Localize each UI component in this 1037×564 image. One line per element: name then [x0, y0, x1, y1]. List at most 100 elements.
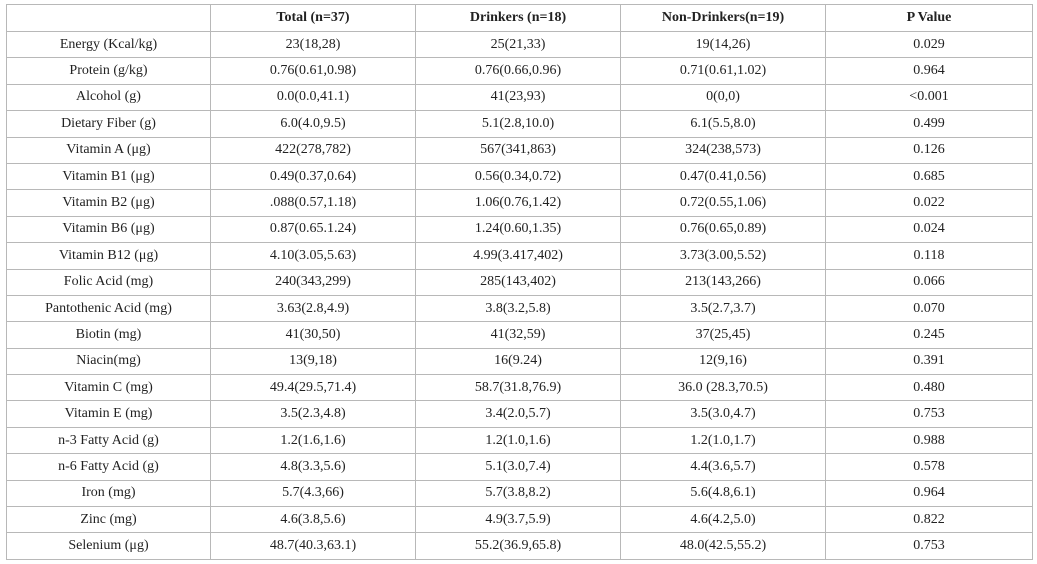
- table-row: Pantothenic Acid (mg) 3.63(2.8,4.9) 3.8(3.…: [6, 294, 1033, 323]
- table-row: Zinc (mg) 4.6(3.8,5.6) 4.9(3.7,5.9) 4.6(4.2…: [6, 506, 1033, 534]
- table-cell: 41(23,93): [415, 83, 621, 112]
- table-cell: 0.72(0.55,1.06): [620, 189, 826, 217]
- row-label: Vitamin E (mg): [6, 400, 211, 428]
- table-cell: 25(21,33): [415, 30, 621, 59]
- data-table: Total (n=37) Drinkers (n=18) Non-Drinker…: [6, 4, 1033, 560]
- header-cell: Drinkers (n=18): [415, 4, 621, 32]
- table-cell: 0.029: [825, 30, 1033, 59]
- table-row: n-6 Fatty Acid (g) 4.8(3.3,5.6) 5.1(3.0,7.…: [6, 453, 1033, 481]
- table-cell: 0.964: [825, 479, 1033, 508]
- table-cell: <0.001: [825, 83, 1033, 112]
- row-label: Energy (Kcal/kg): [6, 30, 211, 59]
- table-cell: 1.06(0.76,1.42): [415, 189, 621, 217]
- row-label: Vitamin B12 (μg): [6, 242, 211, 270]
- table-cell: 0.76(0.61,0.98): [210, 57, 416, 85]
- table-cell: 1.24(0.60,1.35): [415, 215, 621, 244]
- table-row: n-3 Fatty Acid (g) 1.2(1.6,1.6) 1.2(1.0,1.…: [6, 426, 1033, 455]
- table-row: Vitamin A (μg) 422(278,782) 567(341,863) 32…: [6, 136, 1033, 164]
- table-cell: 6.1(5.5,8.0): [620, 110, 826, 138]
- row-label: Vitamin A (μg): [6, 136, 211, 164]
- table-cell: 1.2(1.0,1.7): [620, 426, 826, 455]
- table-cell: 0.391: [825, 347, 1033, 376]
- table-cell: 324(238,573): [620, 136, 826, 164]
- table-row: Vitamin E (mg) 3.5(2.3,4.8) 3.4(2.0,5.7) 3.…: [6, 400, 1033, 428]
- table-cell: 0.685: [825, 162, 1033, 191]
- table-cell: 0.480: [825, 374, 1033, 402]
- table-row: Vitamin B6 (μg) 0.87(0.65.1.24) 1.24(0.60,…: [6, 215, 1033, 244]
- table-cell: 0.753: [825, 400, 1033, 428]
- row-label: Pantothenic Acid (mg): [6, 294, 211, 323]
- table-cell: 0.499: [825, 110, 1033, 138]
- header-row: Total (n=37) Drinkers (n=18) Non-Drinker…: [6, 4, 1033, 32]
- table-cell: 4.6(3.8,5.6): [210, 506, 416, 534]
- table-cell: 5.6(4.8,6.1): [620, 479, 826, 508]
- table-row: Vitamin B2 (μg) .088(0.57,1.18) 1.06(0.76,…: [6, 189, 1033, 217]
- table-cell: 5.7(3.8,8.2): [415, 479, 621, 508]
- row-label: Iron (mg): [6, 479, 211, 508]
- row-label: Vitamin B6 (μg): [6, 215, 211, 244]
- table-row: Energy (Kcal/kg) 23(18,28) 25(21,33) 19(14,…: [6, 30, 1033, 59]
- table-row: Dietary Fiber (g) 6.0(4.0,9.5) 5.1(2.8,10.…: [6, 110, 1033, 138]
- table-cell: 285(143,402): [415, 268, 621, 296]
- table-row: Vitamin B12 (μg) 4.10(3.05,5.63) 4.99(3.41…: [6, 242, 1033, 270]
- table-cell: 0(0,0): [620, 83, 826, 112]
- table-cell: 0.822: [825, 506, 1033, 534]
- table-cell: 3.8(3.2,5.8): [415, 294, 621, 323]
- table-cell: 3.5(2.7,3.7): [620, 294, 826, 323]
- table-cell: 5.7(4.3,66): [210, 479, 416, 508]
- table-cell: 0.024: [825, 215, 1033, 244]
- table-cell: 36.0 (28.3,70.5): [620, 374, 826, 402]
- row-label: Folic Acid (mg): [6, 268, 211, 296]
- table-cell: 6.0(4.0,9.5): [210, 110, 416, 138]
- table-cell: 12(9,16): [620, 347, 826, 376]
- header-cell: [6, 4, 211, 32]
- table-cell: 3.73(3.00,5.52): [620, 242, 826, 270]
- row-label: Vitamin B2 (μg): [6, 189, 211, 217]
- table-cell: 4.8(3.3,5.6): [210, 453, 416, 481]
- row-label: Selenium (μg): [6, 532, 211, 560]
- header-cell: Non-Drinkers(n=19): [620, 4, 826, 32]
- table-cell: 4.99(3.417,402): [415, 242, 621, 270]
- table-cell: 0.87(0.65.1.24): [210, 215, 416, 244]
- table-cell: 4.4(3.6,5.7): [620, 453, 826, 481]
- table-cell: 3.4(2.0,5.7): [415, 400, 621, 428]
- table-cell: 41(32,59): [415, 321, 621, 349]
- table-cell: 422(278,782): [210, 136, 416, 164]
- table-cell: 0.022: [825, 189, 1033, 217]
- table-cell: 4.6(4.2,5.0): [620, 506, 826, 534]
- table-cell: 37(25,45): [620, 321, 826, 349]
- table-row: Niacin(mg) 13(9,18) 16(9.24) 12(9,16) 0.391: [6, 347, 1033, 376]
- table-cell: 0.76(0.66,0.96): [415, 57, 621, 85]
- header-cell: P Value: [825, 4, 1033, 32]
- table-cell: 3.5(3.0,4.7): [620, 400, 826, 428]
- row-label: Dietary Fiber (g): [6, 110, 211, 138]
- table-row: Protein (g/kg) 0.76(0.61,0.98) 0.76(0.66,0…: [6, 57, 1033, 85]
- table-cell: 55.2(36.9,65.8): [415, 532, 621, 560]
- table-cell: 0.0(0.0,41.1): [210, 83, 416, 112]
- table-cell: 19(14,26): [620, 30, 826, 59]
- table-cell: 0.753: [825, 532, 1033, 560]
- table-cell: 1.2(1.0,1.6): [415, 426, 621, 455]
- table-cell: 0.71(0.61,1.02): [620, 57, 826, 85]
- table-row: Alcohol (g) 0.0(0.0,41.1) 41(23,93) 0(0,0) <…: [6, 83, 1033, 112]
- table-cell: 16(9.24): [415, 347, 621, 376]
- table-cell: 4.9(3.7,5.9): [415, 506, 621, 534]
- table-cell: 0.56(0.34,0.72): [415, 162, 621, 191]
- table-cell: 0.49(0.37,0.64): [210, 162, 416, 191]
- row-label: Vitamin B1 (μg): [6, 162, 211, 191]
- table-cell: 0.964: [825, 57, 1033, 85]
- table-cell: 240(343,299): [210, 268, 416, 296]
- table-cell: 0.988: [825, 426, 1033, 455]
- table-cell: 0.066: [825, 268, 1033, 296]
- table-cell: 0.126: [825, 136, 1033, 164]
- table-row: Vitamin B1 (μg) 0.49(0.37,0.64) 0.56(0.34,…: [6, 162, 1033, 191]
- table-cell: 41(30,50): [210, 321, 416, 349]
- table-cell: 48.0(42.5,55.2): [620, 532, 826, 560]
- table-cell: 0.118: [825, 242, 1033, 270]
- table-body: Energy (Kcal/kg) 23(18,28) 25(21,33) 19(14,…: [6, 30, 1033, 560]
- row-label: Biotin (mg): [6, 321, 211, 349]
- table-cell: .088(0.57,1.18): [210, 189, 416, 217]
- table-cell: 13(9,18): [210, 347, 416, 376]
- row-label: n-6 Fatty Acid (g): [6, 453, 211, 481]
